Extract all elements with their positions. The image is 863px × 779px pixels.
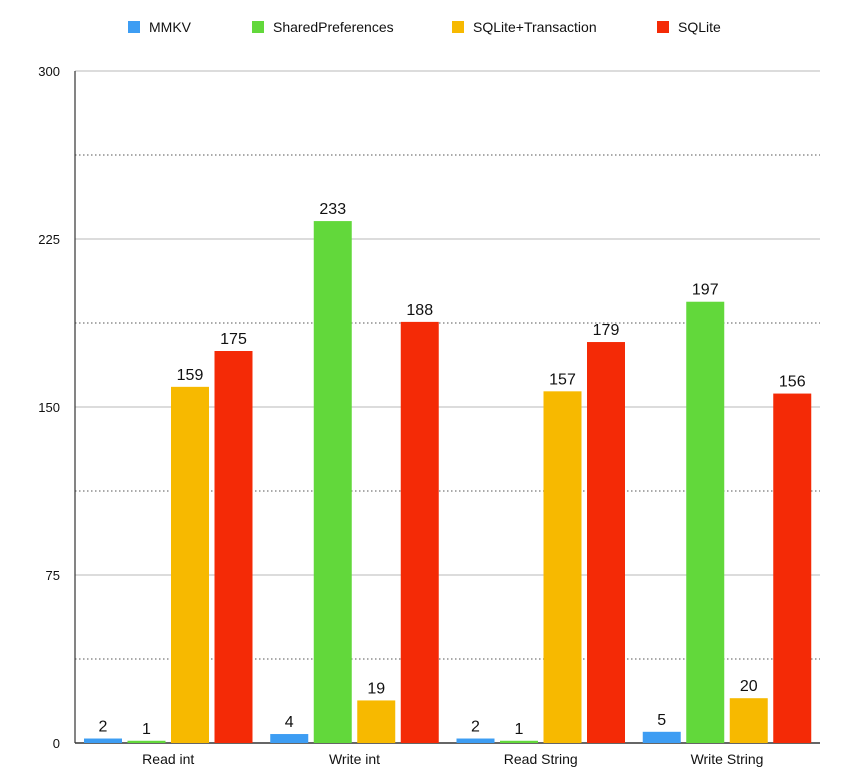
bar-sharedpreferences-read-string	[500, 740, 538, 743]
legend: MMKV SharedPreferences SQLite+Transaction S…	[128, 19, 721, 35]
legend-swatch-sqlite-transaction	[452, 21, 464, 33]
y-tick-label: 150	[38, 400, 60, 415]
bar-sqlite-transaction-read-int	[171, 386, 209, 743]
bar-sqlite-write-string	[773, 393, 812, 743]
y-tick-label: 75	[46, 568, 60, 583]
y-tick-label: 300	[38, 64, 60, 79]
bar-sqlite-read-int	[214, 351, 253, 743]
value-label: 157	[549, 371, 576, 388]
bar-mmkv-write-int	[270, 734, 309, 743]
value-label: 5	[657, 712, 666, 729]
value-label: 179	[593, 322, 620, 339]
value-label: 4	[285, 714, 294, 731]
x-tick-label-write-string: Write String	[691, 751, 764, 767]
value-label: 1	[515, 721, 524, 738]
value-label: 1	[142, 721, 151, 738]
x-tick-label-write-int: Write int	[329, 751, 380, 767]
value-label: 2	[99, 719, 108, 736]
bar-sqlite-transaction-write-string	[729, 698, 768, 743]
legend-label-mmkv: MMKV	[149, 19, 192, 35]
value-label: 233	[319, 201, 346, 218]
value-label: 175	[220, 331, 247, 348]
bar-sqlite-transaction-read-string	[543, 391, 582, 743]
bar-sqlite-transaction-write-int	[357, 700, 396, 743]
legend-swatch-sqlite	[657, 21, 669, 33]
y-tick-label: 225	[38, 232, 60, 247]
x-tick-label-read-string: Read String	[504, 751, 578, 767]
bar-mmkv-read-int	[84, 738, 122, 743]
bar-sharedpreferences-read-int	[127, 740, 166, 743]
y-tick-label: 0	[53, 736, 60, 751]
x-tick-label-read-int: Read int	[142, 751, 194, 767]
value-label: 19	[367, 680, 385, 697]
value-labels: 2 1 159 175 4 233 19 188 2 1 157 179 5 197 20 156	[99, 201, 806, 738]
value-label: 159	[177, 367, 204, 384]
value-label: 20	[740, 678, 758, 695]
bar-mmkv-read-string	[456, 738, 495, 743]
value-label: 197	[692, 282, 719, 299]
legend-label-sqlite: SQLite	[678, 19, 721, 35]
bars	[84, 221, 812, 743]
bar-mmkv-write-string	[642, 731, 681, 743]
value-label: 188	[406, 302, 433, 319]
legend-label-sqlite-transaction: SQLite+Transaction	[473, 19, 597, 35]
bar-sqlite-write-int	[400, 321, 439, 743]
value-label: 2	[471, 719, 480, 736]
value-label: 156	[779, 374, 806, 391]
legend-label-sharedpreferences: SharedPreferences	[273, 19, 394, 35]
bar-sharedpreferences-write-int	[313, 221, 352, 743]
bar-sharedpreferences-write-string	[686, 301, 725, 743]
legend-swatch-sharedpreferences	[252, 21, 264, 33]
bar-sqlite-read-string	[587, 342, 625, 743]
legend-swatch-mmkv	[128, 21, 140, 33]
